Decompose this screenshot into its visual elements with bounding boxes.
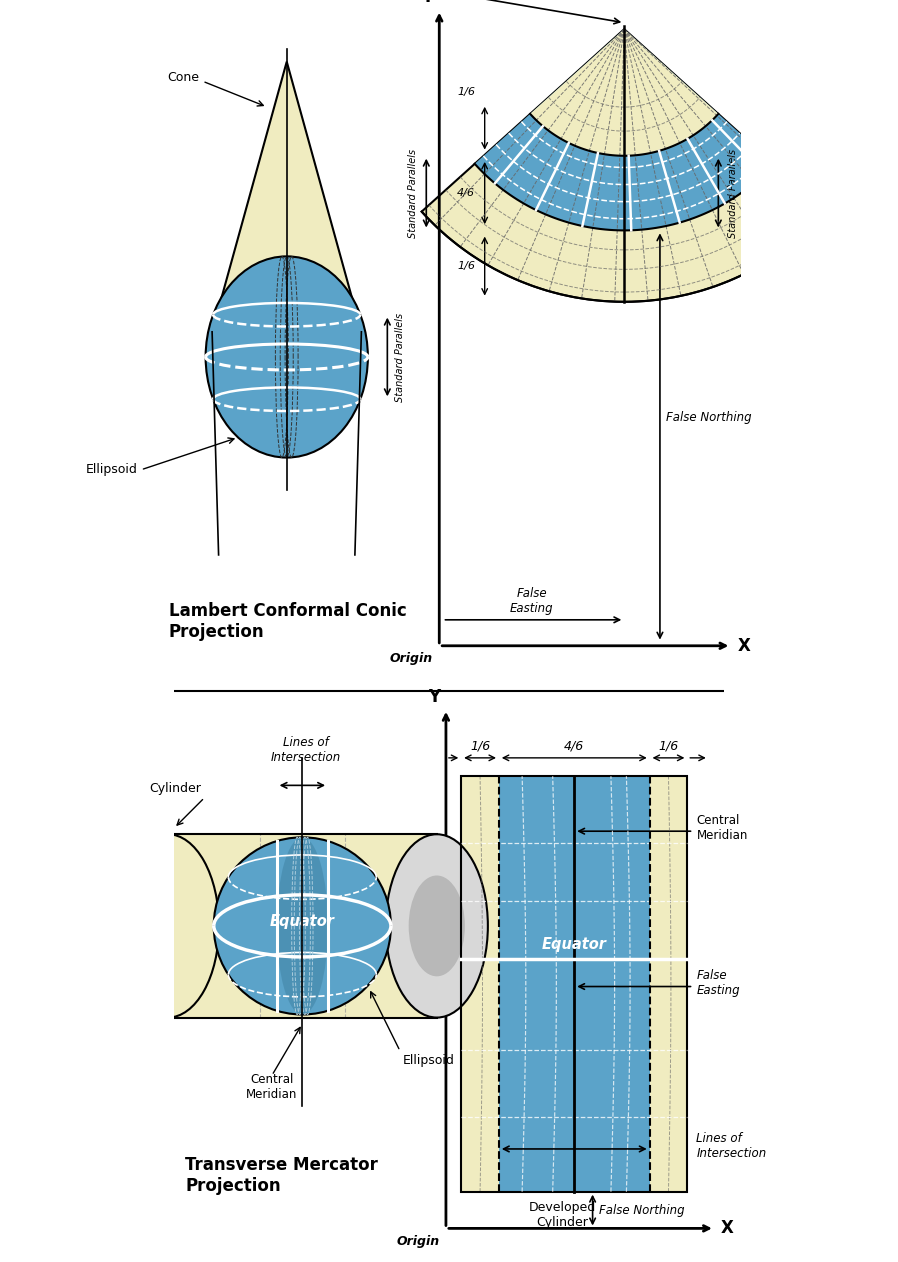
Text: 1/6: 1/6	[470, 740, 490, 752]
Text: Lines of
Intersection: Lines of Intersection	[697, 1132, 767, 1160]
Text: Equator: Equator	[269, 914, 335, 929]
Text: Y: Y	[427, 688, 440, 705]
Text: Standard Parallels: Standard Parallels	[728, 149, 738, 237]
Wedge shape	[422, 29, 827, 302]
Wedge shape	[475, 29, 774, 231]
Text: Central
Meridian: Central Meridian	[246, 1073, 297, 1100]
Ellipse shape	[206, 256, 368, 458]
Text: Y: Y	[420, 0, 433, 6]
Wedge shape	[530, 29, 718, 155]
Text: X: X	[738, 637, 751, 655]
Text: Developed
Cylinder: Developed Cylinder	[528, 1201, 595, 1229]
Text: Ellipsoid: Ellipsoid	[85, 463, 137, 476]
Text: Standard Parallels: Standard Parallels	[395, 313, 405, 401]
Bar	[462, 776, 687, 1191]
Bar	[462, 776, 499, 1191]
Text: Standard Parallels: Standard Parallels	[409, 149, 418, 237]
Text: 4/6: 4/6	[457, 188, 475, 198]
Text: Cone: Cone	[167, 72, 199, 85]
Polygon shape	[212, 62, 361, 332]
Text: 1/6: 1/6	[457, 87, 475, 97]
Text: Equator: Equator	[541, 936, 607, 952]
Text: Lines of
Intersection: Lines of Intersection	[270, 736, 340, 764]
Text: Central
Meridian: Central Meridian	[697, 814, 748, 842]
Text: False
Easting: False Easting	[510, 587, 553, 615]
Bar	[649, 776, 687, 1191]
Text: Lambert Conformal Conic
Projection: Lambert Conformal Conic Projection	[169, 602, 407, 641]
Ellipse shape	[277, 837, 328, 1015]
Text: Origin: Origin	[390, 652, 433, 665]
Ellipse shape	[409, 876, 465, 977]
Ellipse shape	[386, 834, 488, 1017]
Text: False Northing: False Northing	[666, 410, 752, 424]
Text: False
Easting: False Easting	[697, 969, 740, 997]
Text: False Northing: False Northing	[599, 1204, 684, 1217]
Text: Ellipsoid: Ellipsoid	[403, 1054, 455, 1068]
Text: Cylinder: Cylinder	[150, 781, 201, 795]
Bar	[168, 834, 436, 1017]
Text: X: X	[721, 1219, 734, 1237]
Ellipse shape	[214, 837, 391, 1015]
Text: 1/6: 1/6	[658, 740, 679, 752]
Bar	[499, 776, 649, 1191]
Text: 1/6: 1/6	[457, 261, 475, 271]
Ellipse shape	[117, 834, 219, 1017]
Text: Origin: Origin	[397, 1234, 440, 1248]
Text: 4/6: 4/6	[564, 740, 585, 752]
Text: Transverse Mercator
Projection: Transverse Mercator Projection	[185, 1156, 378, 1195]
